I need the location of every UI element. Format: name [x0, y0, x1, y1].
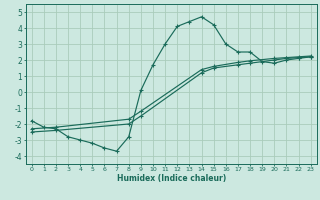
X-axis label: Humidex (Indice chaleur): Humidex (Indice chaleur) — [116, 174, 226, 183]
